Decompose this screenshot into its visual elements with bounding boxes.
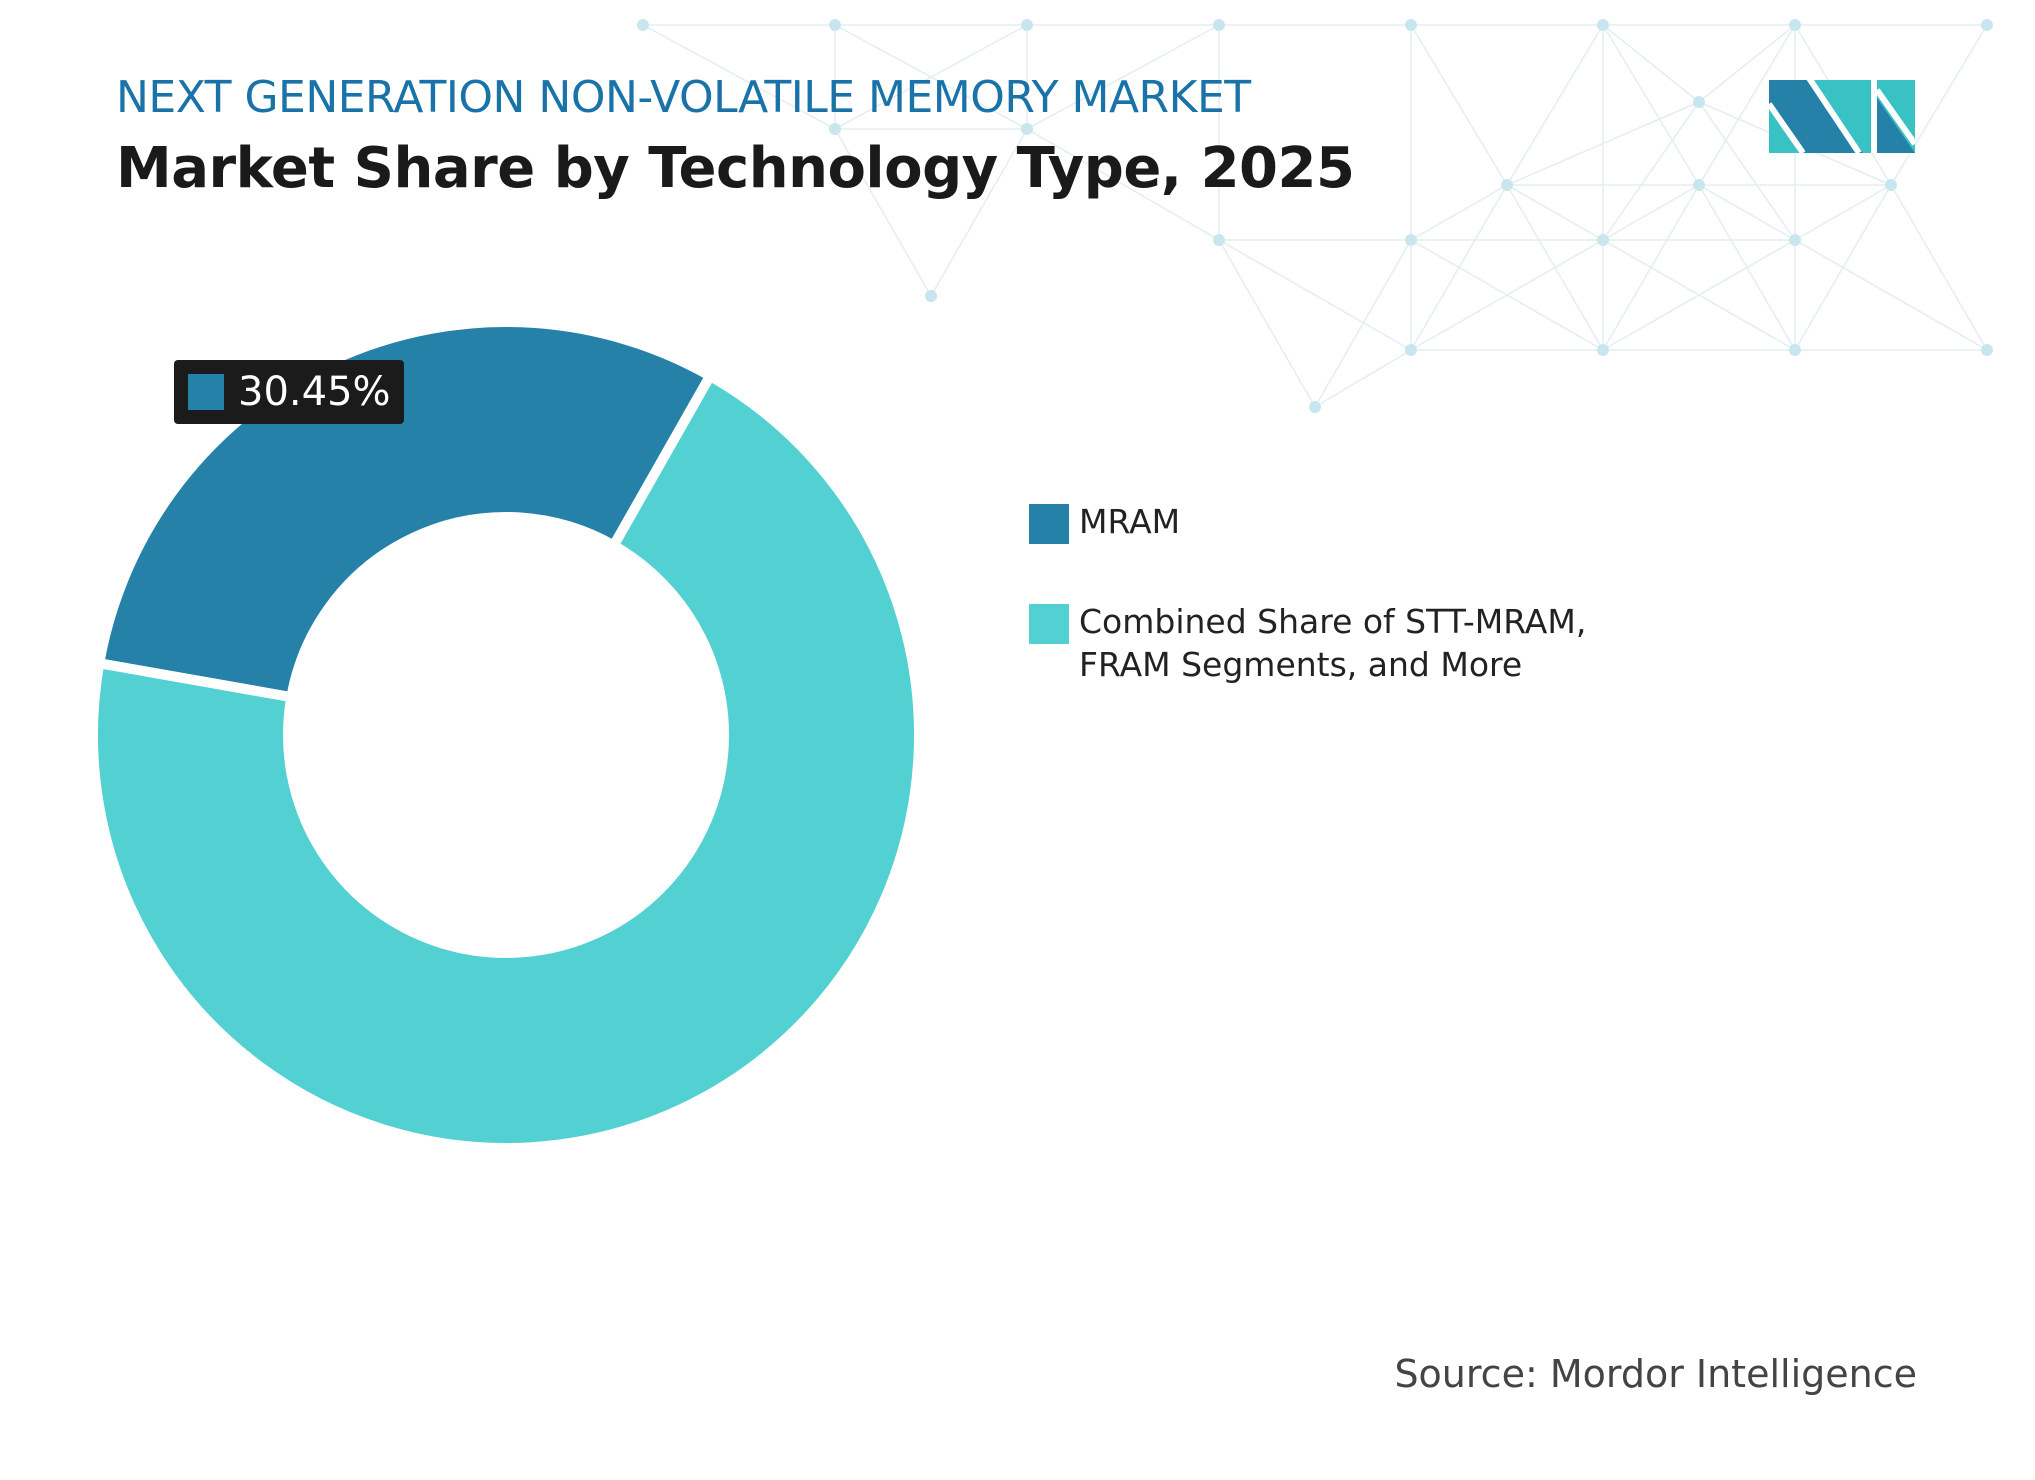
mram-swatch (188, 374, 224, 410)
source-note: Source: Mordor Intelligence (1394, 1352, 1917, 1396)
legend-label: MRAM (1079, 502, 1181, 541)
legend-item-other: Combined Share of STT-MRAM, FRAM Segment… (1029, 600, 1639, 686)
legend: MRAM Combined Share of STT-MRAM, FRAM Se… (1029, 500, 1639, 742)
donut-slice-other (88, 369, 924, 1153)
legend-item-mram: MRAM (1029, 500, 1639, 544)
legend-swatch-mram (1029, 504, 1069, 544)
chart-title: Market Share by Technology Type, 2025 (116, 136, 1355, 201)
chart-subtitle: NEXT GENERATION NON-VOLATILE MEMORY MARK… (116, 72, 1251, 123)
data-label-mram: 30.45% (174, 360, 404, 424)
legend-swatch-other (1029, 604, 1069, 644)
legend-label: Combined Share of STT-MRAM, FRAM Segment… (1079, 602, 1587, 684)
data-label-value: 30.45% (238, 369, 391, 415)
mordor-intelligence-logo (1769, 80, 1915, 153)
